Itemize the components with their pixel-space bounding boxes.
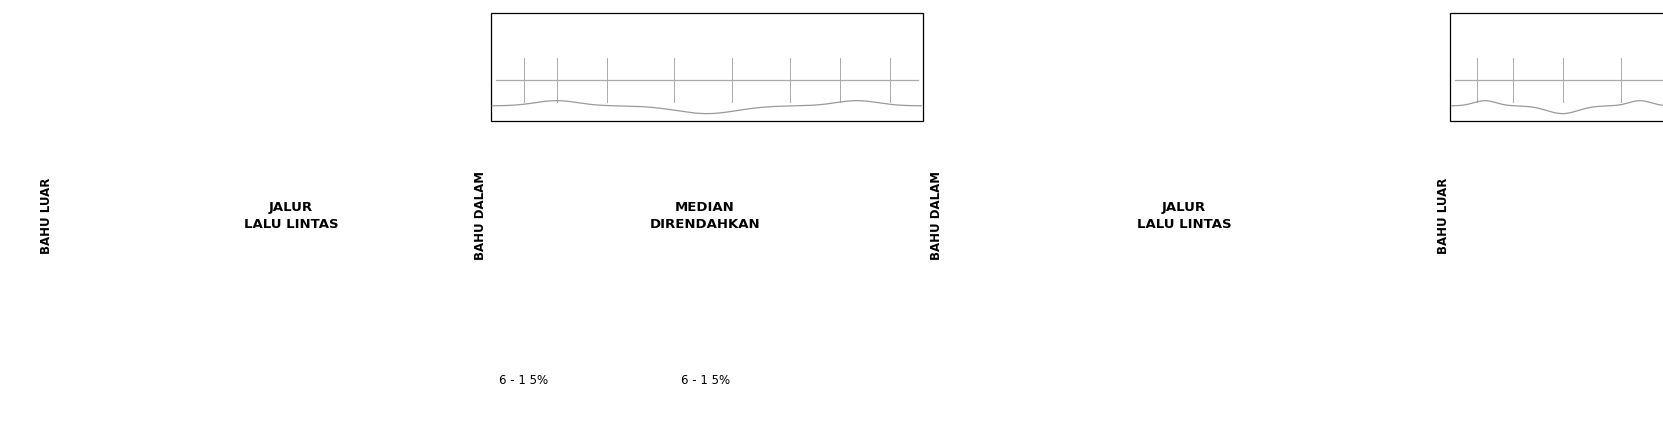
Bar	[491, 13, 923, 121]
Text: BAHU LUAR: BAHU LUAR	[1437, 178, 1450, 254]
Text: 6 - 1 5%: 6 - 1 5%	[680, 374, 730, 387]
Text: MEDIAN
DIRENDAHKAN: MEDIAN DIRENDAHKAN	[650, 201, 760, 231]
Text: BAHU DALAM: BAHU DALAM	[930, 172, 943, 260]
Bar	[1450, 13, 1663, 121]
Text: JALUR
LALU LINTAS: JALUR LALU LINTAS	[1137, 201, 1231, 231]
Text: BAHU DALAM: BAHU DALAM	[474, 172, 487, 260]
Text: BAHU LUAR: BAHU LUAR	[40, 178, 53, 254]
Text: JALUR
LALU LINTAS: JALUR LALU LINTAS	[244, 201, 338, 231]
Text: 6 - 1 5%: 6 - 1 5%	[499, 374, 549, 387]
